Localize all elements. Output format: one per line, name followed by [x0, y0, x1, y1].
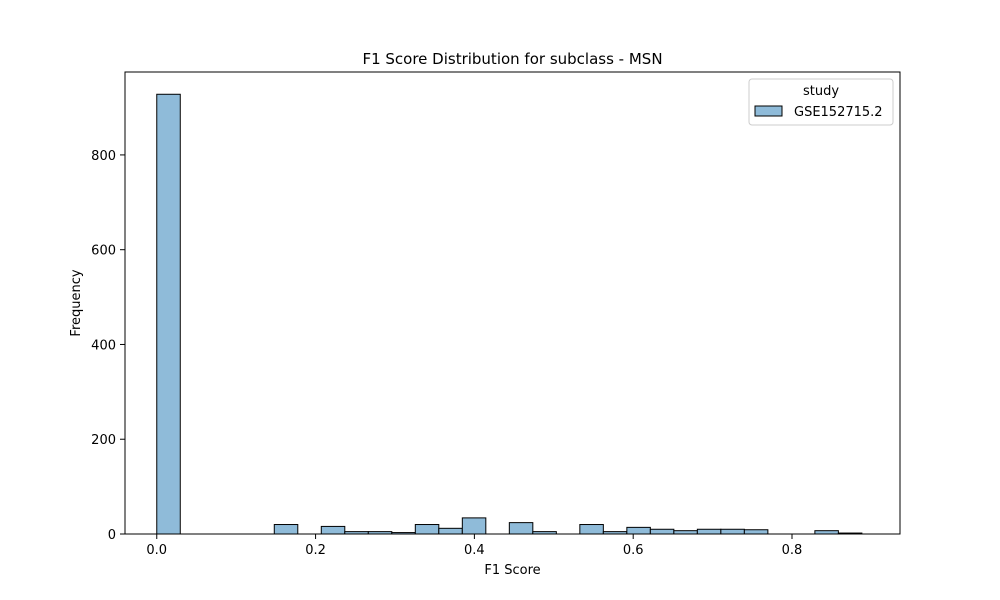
bar	[320, 525, 346, 535]
bar	[461, 517, 487, 535]
x-tick-label: 0.4	[464, 543, 485, 558]
x-tick-label: 0.2	[305, 543, 326, 558]
y-axis-label: Frequency	[69, 269, 84, 336]
y-tick-label: 600	[91, 244, 116, 259]
bar	[579, 524, 604, 535]
bar	[720, 528, 745, 535]
bar	[743, 529, 769, 535]
y-tick-label: 200	[91, 433, 116, 448]
y-axis: 0 200 400 600 800	[91, 149, 125, 543]
x-tick-label: 0.8	[782, 543, 803, 558]
x-axis-label: F1 Score	[484, 563, 540, 578]
y-tick-label: 800	[91, 149, 116, 164]
chart-title: F1 Score Distribution for subclass - MSN	[362, 50, 662, 68]
x-axis: 0.0 0.2 0.4 0.6 0.8	[146, 534, 802, 558]
bars	[156, 93, 863, 535]
bar	[414, 524, 440, 535]
bar	[649, 528, 675, 535]
legend-title: study	[803, 84, 839, 99]
bar	[508, 522, 534, 535]
legend-label: GSE152715.2	[794, 105, 883, 120]
plot-frame	[124, 71, 901, 535]
y-tick-label: 400	[91, 338, 116, 353]
bar	[438, 527, 463, 535]
bar	[273, 524, 299, 535]
legend-swatch	[754, 105, 783, 117]
legend-frame	[748, 78, 894, 126]
x-tick-label: 0.0	[146, 543, 167, 558]
x-tick-label: 0.6	[623, 543, 644, 558]
bar	[696, 528, 722, 535]
bar	[626, 526, 651, 535]
legend: study GSE152715.2	[748, 78, 894, 126]
bar	[156, 93, 181, 535]
y-tick-label: 0	[108, 528, 116, 543]
